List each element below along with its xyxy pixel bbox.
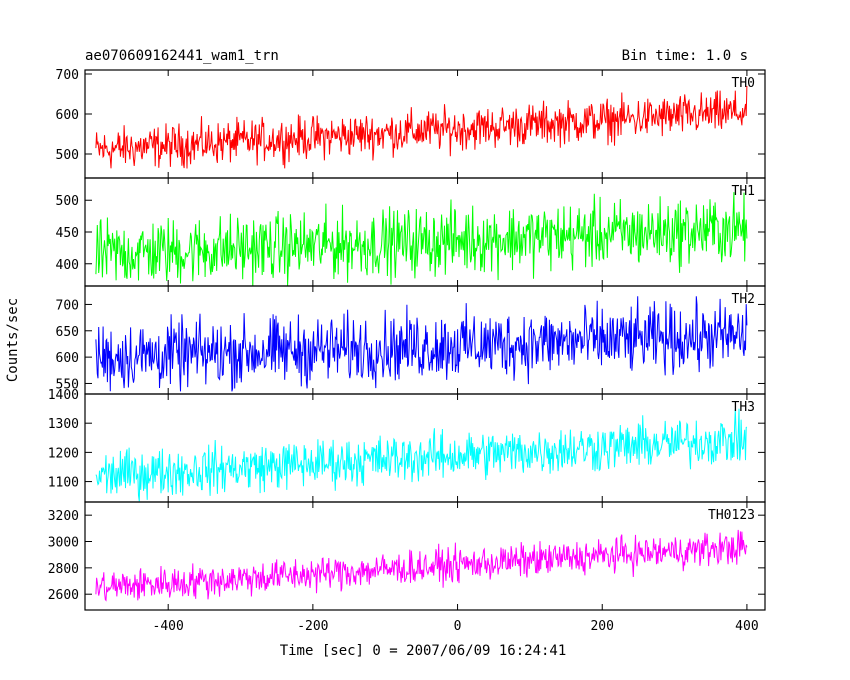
y-tick-label: 3000 bbox=[48, 536, 79, 551]
y-axis-label: Counts/sec bbox=[5, 298, 21, 382]
y-tick-label: 700 bbox=[56, 68, 79, 83]
x-tick-label: -200 bbox=[297, 619, 328, 634]
series-line-th0 bbox=[95, 85, 748, 169]
y-tick-label: 1100 bbox=[48, 476, 79, 491]
y-tick-label: 1400 bbox=[48, 388, 79, 403]
x-tick-label: -400 bbox=[153, 619, 184, 634]
series-line-th2 bbox=[95, 296, 748, 392]
panel-frame bbox=[84, 393, 766, 503]
y-tick-label: 500 bbox=[56, 194, 79, 209]
y-tick-label: 600 bbox=[56, 108, 79, 123]
x-tick-labels: -400 -200 0 200 400 bbox=[153, 619, 759, 634]
panel-th0: 500 600 700 TH0 bbox=[56, 68, 766, 179]
y-tick-label: 400 bbox=[56, 258, 79, 273]
series-label-th3: TH3 bbox=[732, 400, 755, 415]
panel-frame bbox=[84, 501, 766, 611]
y-tick-label: 650 bbox=[56, 325, 79, 340]
series-line-th0123 bbox=[95, 529, 748, 602]
chart-title: ae070609162441_wam1_trn bbox=[85, 48, 279, 64]
y-tick-label: 2600 bbox=[48, 588, 79, 603]
series-line-th3 bbox=[95, 408, 748, 502]
y-tick-label: 1300 bbox=[48, 417, 79, 432]
x-tick-label: 200 bbox=[590, 619, 613, 634]
series-label-th1: TH1 bbox=[732, 184, 755, 199]
y-tick-label: 3200 bbox=[48, 509, 79, 524]
panel-th1: 400 450 500 TH1 bbox=[56, 177, 766, 287]
series-label-th0: TH0 bbox=[732, 76, 755, 91]
y-tick-label: 1200 bbox=[48, 446, 79, 461]
series-label-th2: TH2 bbox=[732, 292, 755, 307]
x-axis-label: Time [sec] 0 = 2007/06/09 16:24:41 bbox=[280, 643, 567, 659]
y-tick-label: 500 bbox=[56, 148, 79, 163]
bin-time-label: Bin time: 1.0 s bbox=[622, 48, 748, 64]
y-tick-label: 600 bbox=[56, 351, 79, 366]
series-label-th0123: TH0123 bbox=[708, 508, 755, 523]
y-tick-label: 450 bbox=[56, 226, 79, 241]
y-tick-label: 550 bbox=[56, 377, 79, 392]
panel-th0123: 2600 2800 3000 3200 TH0123 bbox=[48, 501, 766, 611]
series-line-th1 bbox=[95, 192, 748, 286]
panels-group: 500 600 700 TH0 400 450 500 TH1 550 600 650 700 TH2 1… bbox=[48, 68, 766, 611]
x-tick-label: 0 bbox=[454, 619, 462, 634]
panel-th3: 1100 1200 1300 1400 TH3 bbox=[48, 388, 766, 503]
y-tick-label: 700 bbox=[56, 298, 79, 313]
x-tick-label: 400 bbox=[735, 619, 758, 634]
y-tick-label: 2800 bbox=[48, 562, 79, 577]
panel-th2: 550 600 650 700 TH2 bbox=[56, 285, 766, 395]
